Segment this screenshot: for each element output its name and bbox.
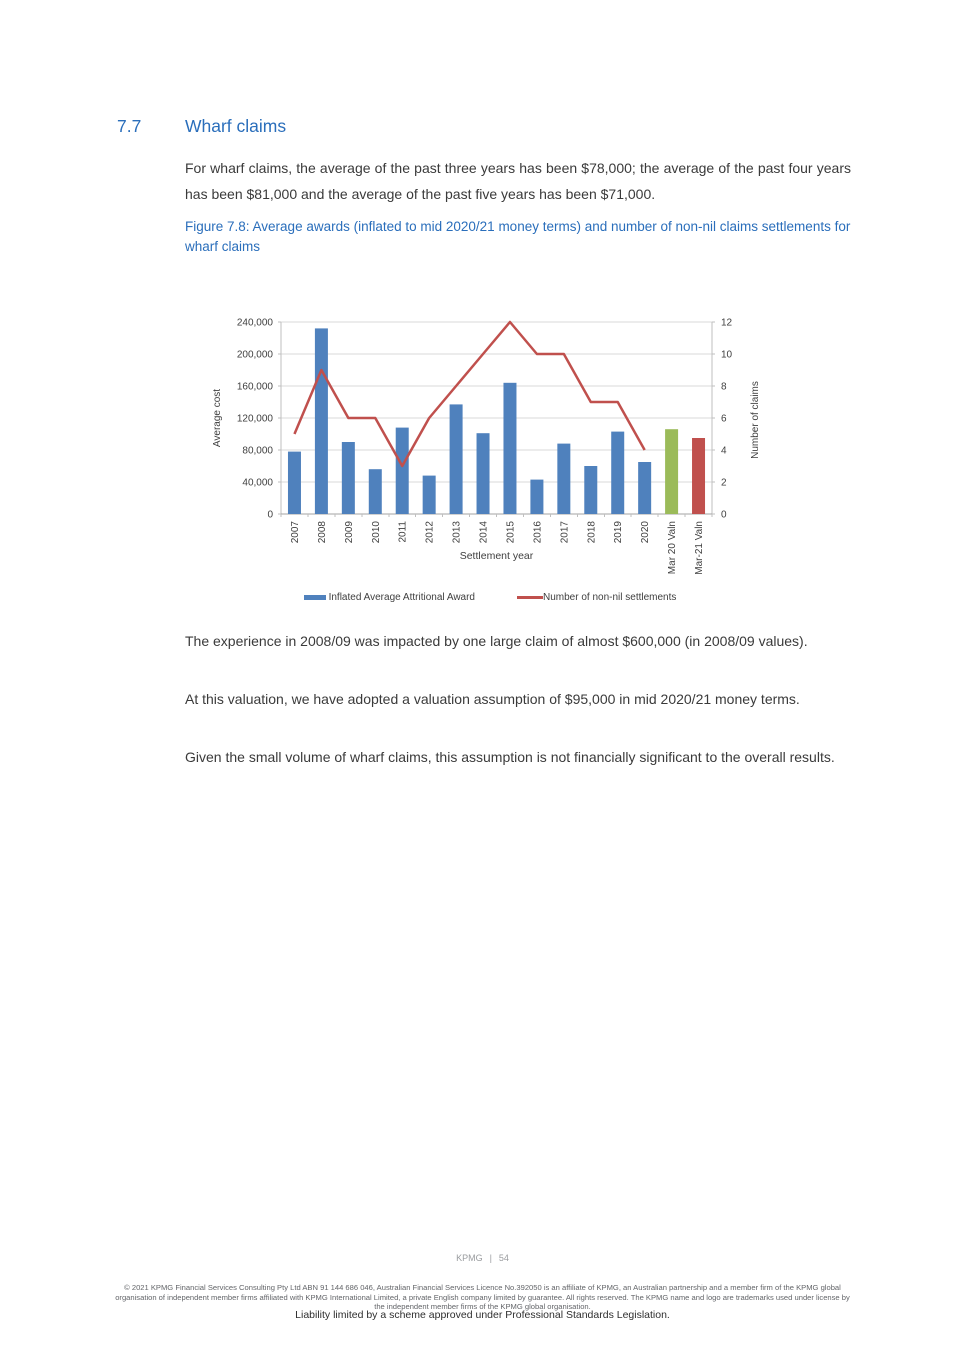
legend-line-series-label: Number of non-nil settlements xyxy=(543,592,677,603)
x-tick-label: 2009 xyxy=(344,521,355,544)
combo-chart: 0 40,000 80,000 120,000 160,000 200,000 240,00… xyxy=(212,318,761,575)
x-tick-label: 2014 xyxy=(479,521,490,544)
valuation-paragraph: At this valuation, we have adopted a val… xyxy=(185,691,800,707)
x-tick-label: 2007 xyxy=(290,521,301,544)
left-axis-tick-label: 0 xyxy=(267,510,273,521)
right-axis-tick-label: 2 xyxy=(721,478,727,489)
bar-2016 xyxy=(530,479,544,514)
bar-2015 xyxy=(503,382,517,514)
legend-bar-series-swatch xyxy=(303,595,326,600)
right-axis-tick-label: 0 xyxy=(721,510,727,521)
bar-2009 xyxy=(341,442,355,514)
figure-chart: 0 40,000 80,000 120,000 160,000 200,000 240,00… xyxy=(200,288,780,620)
x-tick-label: 2020 xyxy=(640,521,651,544)
footer-liability-text: Liability limited by a scheme approved u… xyxy=(295,1309,670,1321)
experience-paragraph: The experience in 2008/09 was impacted b… xyxy=(185,633,808,649)
intro-paragraph: For wharf claims, the average of the pas… xyxy=(185,160,851,202)
bar-2014 xyxy=(476,433,490,514)
footer-legal-text: © 2021 KPMG Financial Services Consultin… xyxy=(115,1283,850,1312)
legend-line-series: Number of non-nil settlements xyxy=(517,592,676,603)
bar-2013 xyxy=(449,404,463,514)
x-tick-label: 2018 xyxy=(586,521,597,544)
right-axis-tick-label: 10 xyxy=(721,350,733,361)
left-axis-tick-label: 120,000 xyxy=(237,414,274,425)
bar-2010 xyxy=(368,469,382,514)
x-tick-label: Mar-21 Valn xyxy=(694,521,705,575)
bar-2020 xyxy=(638,462,652,514)
right-axis-tick-label: 8 xyxy=(721,382,727,393)
x-tick-label: 2017 xyxy=(559,521,570,544)
chart-legend: Inflated Average Attritional Award Number… xyxy=(200,592,780,603)
bar-2017 xyxy=(557,443,571,514)
figure-caption: Figure 7.8: Average awards (inflated to … xyxy=(185,219,851,254)
x-tick-label: 2016 xyxy=(532,521,543,544)
left-axis-tick-label: 160,000 xyxy=(237,382,274,393)
footer-page-num: 54 xyxy=(498,1253,509,1263)
significance-paragraph: Given the small volume of wharf claims, … xyxy=(185,749,835,765)
x-tick-label: 2012 xyxy=(425,521,436,544)
section-number: 7.7 xyxy=(117,116,142,136)
bar-2007 xyxy=(287,451,301,514)
x-axis-title: Settlement year xyxy=(460,550,534,562)
x-tick-label: 2019 xyxy=(613,521,624,544)
bar-2011 xyxy=(395,427,409,514)
bar-2019 xyxy=(611,431,625,514)
x-tick-label: 2011 xyxy=(398,521,409,543)
legend-bar-series-label: Inflated Average Attritional Award xyxy=(328,592,475,603)
section-title: Wharf claims xyxy=(185,116,287,136)
x-tick-label: 2008 xyxy=(317,521,328,544)
section-heading: 7.7 Wharf claims xyxy=(117,116,857,137)
bar-mar-20-valn xyxy=(665,429,679,514)
right-axis-title: Number of claims xyxy=(750,381,761,459)
right-axis-tick-label: 4 xyxy=(721,446,727,457)
bar-2012 xyxy=(422,475,436,514)
right-axis-tick-label: 6 xyxy=(721,414,727,425)
legend-line-series-swatch xyxy=(517,596,543,599)
left-axis-title: Average cost xyxy=(212,389,223,447)
right-axis-tick-label: 12 xyxy=(721,318,733,329)
bar-mar-21-valn xyxy=(692,438,706,514)
settlements-line xyxy=(293,320,646,468)
bar-2008 xyxy=(314,328,328,514)
bar-2018 xyxy=(584,466,598,514)
x-tick-label: 2015 xyxy=(505,521,516,544)
footer-separator: | xyxy=(489,1253,492,1263)
x-tick-label: Mar 20 Valn xyxy=(667,521,678,574)
left-axis-tick-label: 240,000 xyxy=(237,318,274,329)
left-axis-tick-label: 80,000 xyxy=(242,446,273,457)
legend-bar-series: Inflated Average Attritional Award xyxy=(303,592,475,603)
x-tick-label: 2010 xyxy=(371,521,382,544)
x-tick-label: 2013 xyxy=(452,521,463,544)
footer-page-number: KPMG | 54 xyxy=(0,1253,965,1263)
footer-brand: KPMG xyxy=(456,1253,483,1263)
left-axis-tick-label: 200,000 xyxy=(237,350,274,361)
left-axis-tick-label: 40,000 xyxy=(242,478,273,489)
